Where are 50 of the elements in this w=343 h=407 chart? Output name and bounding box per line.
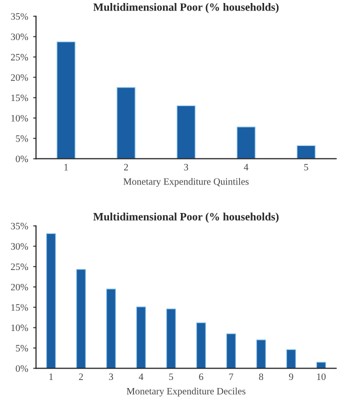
chart-title: Multidimensional Poor (% households) bbox=[93, 212, 279, 223]
y-tick-label: 20% bbox=[10, 284, 28, 290]
y-tick-label: 30% bbox=[11, 243, 28, 250]
bar bbox=[56, 42, 76, 159]
y-tick-label: 25% bbox=[10, 263, 28, 270]
x-tick-label: 10 bbox=[317, 373, 326, 380]
x-tick-label: 1 bbox=[49, 374, 53, 380]
y-tick-label: 10% bbox=[11, 114, 28, 122]
x-tick-label: 6 bbox=[199, 374, 204, 380]
x-tick-label: 3 bbox=[184, 164, 188, 170]
bar bbox=[166, 308, 176, 368]
y-tick-label: 0% bbox=[16, 156, 28, 162]
y-tick-label: 20% bbox=[10, 74, 28, 81]
bar bbox=[46, 233, 56, 368]
x-tick-label: 5 bbox=[169, 374, 174, 380]
x-tick-label: 4 bbox=[244, 164, 248, 170]
bar bbox=[316, 362, 326, 368]
bar bbox=[196, 322, 206, 368]
y-tick-label: 10% bbox=[11, 324, 28, 332]
x-axis-title: Monetary Expenditure Quintiles bbox=[123, 178, 249, 187]
x-tick-label: 9 bbox=[289, 374, 294, 380]
bar bbox=[116, 87, 136, 159]
bar bbox=[136, 306, 146, 368]
x-tick-label: 2 bbox=[124, 164, 128, 170]
x-axis-title: Monetary Expenditure Deciles bbox=[126, 388, 246, 396]
x-tick-label: 8 bbox=[259, 373, 264, 380]
y-tick-label: 35% bbox=[11, 222, 28, 230]
bar bbox=[236, 126, 256, 159]
x-tick-label: 4 bbox=[138, 374, 144, 380]
bar bbox=[286, 349, 296, 368]
chart-title: Multidimensional Poor (% households) bbox=[93, 3, 279, 14]
bar bbox=[76, 269, 86, 368]
bar bbox=[296, 145, 316, 159]
bar bbox=[176, 105, 196, 159]
x-tick-label: 2 bbox=[79, 374, 83, 380]
x-tick-label: 1 bbox=[64, 164, 68, 170]
x-tick-label: 7 bbox=[229, 374, 234, 380]
y-tick-label: 15% bbox=[11, 304, 28, 311]
bar bbox=[106, 288, 116, 368]
y-tick-label: 30% bbox=[11, 34, 28, 40]
bar bbox=[226, 333, 236, 368]
y-tick-label: 5% bbox=[16, 344, 28, 352]
x-tick-label: 5 bbox=[304, 164, 308, 170]
y-tick-label: 25% bbox=[10, 54, 28, 60]
y-tick-label: 5% bbox=[16, 135, 28, 142]
bar bbox=[256, 339, 266, 368]
y-tick-label: 35% bbox=[11, 13, 28, 20]
x-tick-label: 3 bbox=[109, 374, 114, 380]
y-tick-label: 0% bbox=[16, 365, 28, 372]
y-tick-label: 15% bbox=[11, 94, 28, 102]
